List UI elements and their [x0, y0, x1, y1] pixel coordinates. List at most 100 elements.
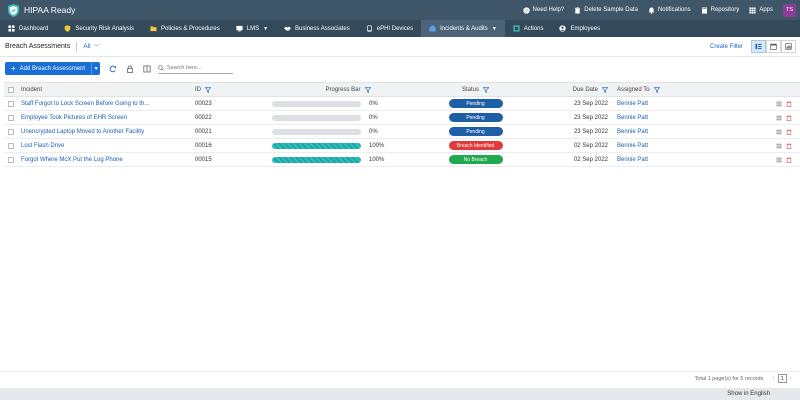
list-view-button[interactable] — [751, 40, 766, 53]
nav-policies-procedures[interactable]: Policies & Procedures — [142, 20, 228, 37]
folder-icon — [150, 26, 157, 32]
delete-sample-data-link[interactable]: Delete Sample Data — [574, 6, 638, 14]
details-icon[interactable] — [776, 101, 782, 107]
lock-icon[interactable] — [126, 64, 134, 73]
col-due-date[interactable]: Due Date — [527, 87, 617, 93]
repository-link[interactable]: Repository — [701, 6, 739, 14]
add-breach-assessment-main[interactable]: + Add Breach Assessment — [5, 62, 91, 75]
filter-icon[interactable] — [653, 86, 660, 93]
help-link[interactable]: ? Need Help? — [522, 6, 565, 14]
nav-incidents-audits-label: Incidents & Audits — [440, 25, 488, 32]
main-nav: Dashboard Security Risk Analysis Policie… — [0, 20, 800, 37]
svg-text:?: ? — [525, 8, 528, 14]
delete-icon[interactable] — [786, 129, 792, 135]
user-avatar[interactable]: TS — [783, 3, 796, 17]
table-row[interactable]: Employee Took Pictures of EHR Screen 000… — [4, 111, 800, 125]
incident-link[interactable]: Staff Forgot to Lock Screen Before Going… — [21, 100, 150, 107]
next-page-icon[interactable]: › — [789, 375, 792, 382]
details-icon[interactable] — [776, 157, 782, 163]
add-breach-assessment-button[interactable]: + Add Breach Assessment ▼ — [5, 62, 101, 75]
search-input[interactable] — [167, 65, 228, 71]
delete-icon[interactable] — [786, 115, 792, 121]
assignee-link[interactable]: Bennie Patt — [617, 142, 649, 149]
records-summary: Total 1 page(s) for 5 records — [694, 375, 764, 382]
prev-page-icon[interactable]: ‹ — [772, 375, 775, 382]
help-label: Need Help? — [532, 7, 565, 13]
grid-icon — [749, 6, 756, 14]
filter-icon[interactable] — [602, 86, 608, 93]
nav-business-associates[interactable]: Business Associates — [276, 20, 358, 37]
nav-dashboard-label: Dashboard — [19, 25, 49, 32]
nav-ephi-devices[interactable]: ePHI Devices — [358, 20, 421, 37]
details-icon[interactable] — [776, 143, 782, 149]
chevron-down-icon: ▼ — [263, 25, 269, 32]
col-status[interactable]: Status — [424, 87, 527, 93]
select-all-checkbox[interactable] — [7, 86, 14, 93]
notifications-link[interactable]: Notifications — [648, 6, 691, 14]
search-box[interactable] — [158, 63, 234, 74]
filter-icon[interactable] — [483, 86, 489, 93]
pagination: ‹ 1 › — [769, 374, 795, 383]
nav-lms-label: LMS — [246, 25, 260, 32]
table-row[interactable]: Staff Forgot to Lock Screen Before Going… — [4, 97, 800, 111]
row-checkbox[interactable] — [7, 128, 14, 135]
delete-icon[interactable] — [786, 157, 792, 163]
nav-dashboard[interactable]: Dashboard — [0, 20, 56, 37]
incident-link[interactable]: Forgot Where McX Put the Log Phone — [21, 156, 123, 163]
table-row[interactable]: Lost Flash Drive 00016 100% Breach Ident… — [4, 139, 800, 153]
table-row[interactable]: Unencrypted Laptop Moved to Another Faci… — [4, 125, 800, 139]
details-icon[interactable] — [776, 115, 782, 121]
nav-security-risk-analysis[interactable]: Security Risk Analysis — [56, 20, 142, 37]
table-row[interactable]: Forgot Where McX Put the Log Phone 00015… — [4, 153, 800, 167]
status-badge: Breach Identified — [448, 141, 503, 150]
create-filter-link[interactable]: Create Filter — [709, 43, 743, 50]
due-date: 23 Sep 2022 — [573, 100, 608, 107]
assignee-link[interactable]: Bennie Patt — [617, 128, 649, 135]
chart-view-button[interactable] — [781, 40, 796, 53]
assignee-link[interactable]: Bennie Patt — [617, 100, 649, 107]
col-incident[interactable]: Incident — [21, 86, 43, 93]
col-id-label: ID — [195, 86, 201, 93]
row-checkbox[interactable] — [7, 156, 14, 163]
col-assigned-to[interactable]: Assigned To — [617, 87, 762, 93]
apps-link[interactable]: Apps — [749, 6, 773, 14]
row-id: 00023 — [195, 100, 212, 107]
calendar-view-button[interactable] — [766, 40, 781, 53]
row-checkbox[interactable] — [7, 100, 14, 107]
nav-security-risk-analysis-label: Security Risk Analysis — [75, 25, 135, 32]
nav-lms[interactable]: LMS ▼ — [228, 20, 276, 37]
progress-bar — [272, 156, 361, 163]
incident-link[interactable]: Employee Took Pictures of EHR Screen — [21, 114, 127, 121]
progress-bar-fill — [272, 156, 361, 163]
view-selector[interactable]: All ﹀ — [83, 42, 99, 51]
filter-icon[interactable] — [364, 86, 371, 93]
add-dropdown-toggle[interactable]: ▼ — [91, 62, 100, 75]
language-toggle[interactable]: Show in English — [727, 391, 770, 397]
notifications-label: Notifications — [657, 7, 691, 13]
progress-percent: 100% — [369, 156, 385, 163]
col-progress[interactable]: Progress Bar — [272, 87, 424, 93]
app-logo[interactable]: HIPAA Ready — [8, 3, 75, 17]
columns-icon[interactable] — [143, 65, 151, 73]
nav-actions[interactable]: Actions — [505, 20, 552, 37]
progress-percent: 0% — [369, 100, 378, 107]
row-checkbox[interactable] — [7, 114, 14, 121]
incident-link[interactable]: Unencrypted Laptop Moved to Another Faci… — [21, 128, 145, 135]
delete-icon[interactable] — [786, 101, 792, 107]
status-badge: No Breach — [448, 155, 503, 164]
delete-icon[interactable] — [786, 143, 792, 149]
search-icon — [158, 65, 164, 71]
employees-icon — [559, 25, 567, 32]
incident-link[interactable]: Lost Flash Drive — [21, 142, 65, 149]
col-id[interactable]: ID — [195, 87, 272, 93]
row-checkbox[interactable] — [7, 142, 14, 149]
details-icon[interactable] — [776, 129, 782, 135]
refresh-icon[interactable] — [109, 65, 117, 73]
page-number[interactable]: 1 — [777, 374, 787, 383]
assignee-link[interactable]: Bennie Patt — [617, 114, 649, 121]
assignee-link[interactable]: Bennie Patt — [617, 156, 649, 163]
nav-employees[interactable]: Employees — [551, 20, 608, 37]
nav-incidents-audits[interactable]: Incidents & Audits ▼ — [421, 20, 505, 37]
filter-icon[interactable] — [205, 86, 211, 93]
language-bar: Show in English — [0, 388, 800, 400]
